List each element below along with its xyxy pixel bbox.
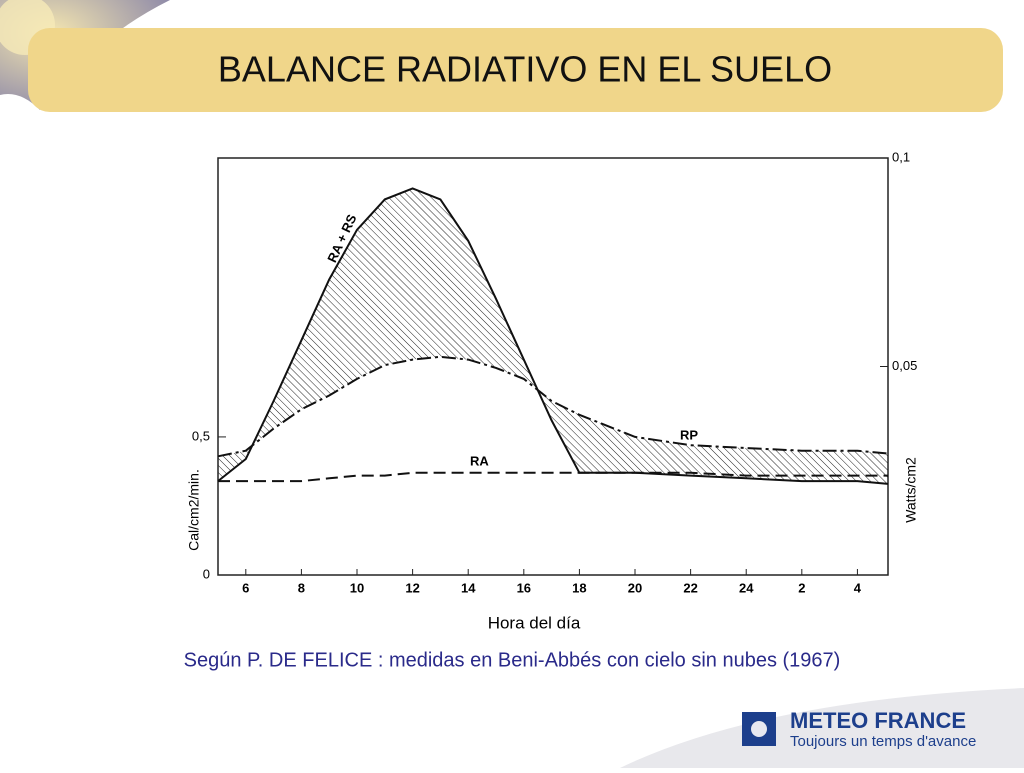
x-tick-label: 16: [517, 580, 531, 595]
x-tick-label: 8: [298, 580, 305, 595]
y-tick-label: 0,5: [192, 428, 210, 443]
caption: Según P. DE FELICE : medidas en Beni-Abb…: [184, 649, 841, 671]
x-tick-label: 12: [405, 580, 419, 595]
x-tick-label: 20: [628, 580, 642, 595]
logo-mark: [751, 721, 767, 737]
x-tick-label: 14: [461, 580, 476, 595]
y2-tick-label: 0,1: [892, 149, 910, 164]
x-tick-label: 18: [572, 580, 586, 595]
series-line: [217, 187, 889, 485]
logo-tagline: Toujours un temps d'avance: [790, 733, 976, 750]
series-line: [217, 355, 889, 458]
y-tick-label: 0: [203, 566, 210, 581]
x-tick-label: 24: [739, 580, 754, 595]
series-label: RA: [470, 453, 489, 468]
x-tick-label: 4: [854, 580, 862, 595]
logo-name: METEO FRANCE: [790, 708, 966, 733]
x-tick-label: 6: [242, 580, 249, 595]
y2-axis-label: Watts/cm2: [903, 457, 919, 523]
y2-tick-label: 0,05: [892, 358, 917, 373]
x-tick-label: 10: [350, 580, 364, 595]
x-tick-label: 22: [683, 580, 697, 595]
title-bar: [28, 28, 1003, 112]
hatched-area: [218, 188, 888, 457]
x-axis-label: Hora del día: [488, 613, 581, 632]
footer-swoosh: [620, 688, 1024, 768]
y-axis-label: Cal/cm2/min.: [186, 469, 202, 551]
series-label: RP: [680, 427, 698, 442]
slide-title: BALANCE RADIATIVO EN EL SUELO: [218, 49, 832, 90]
x-tick-label: 2: [798, 580, 805, 595]
